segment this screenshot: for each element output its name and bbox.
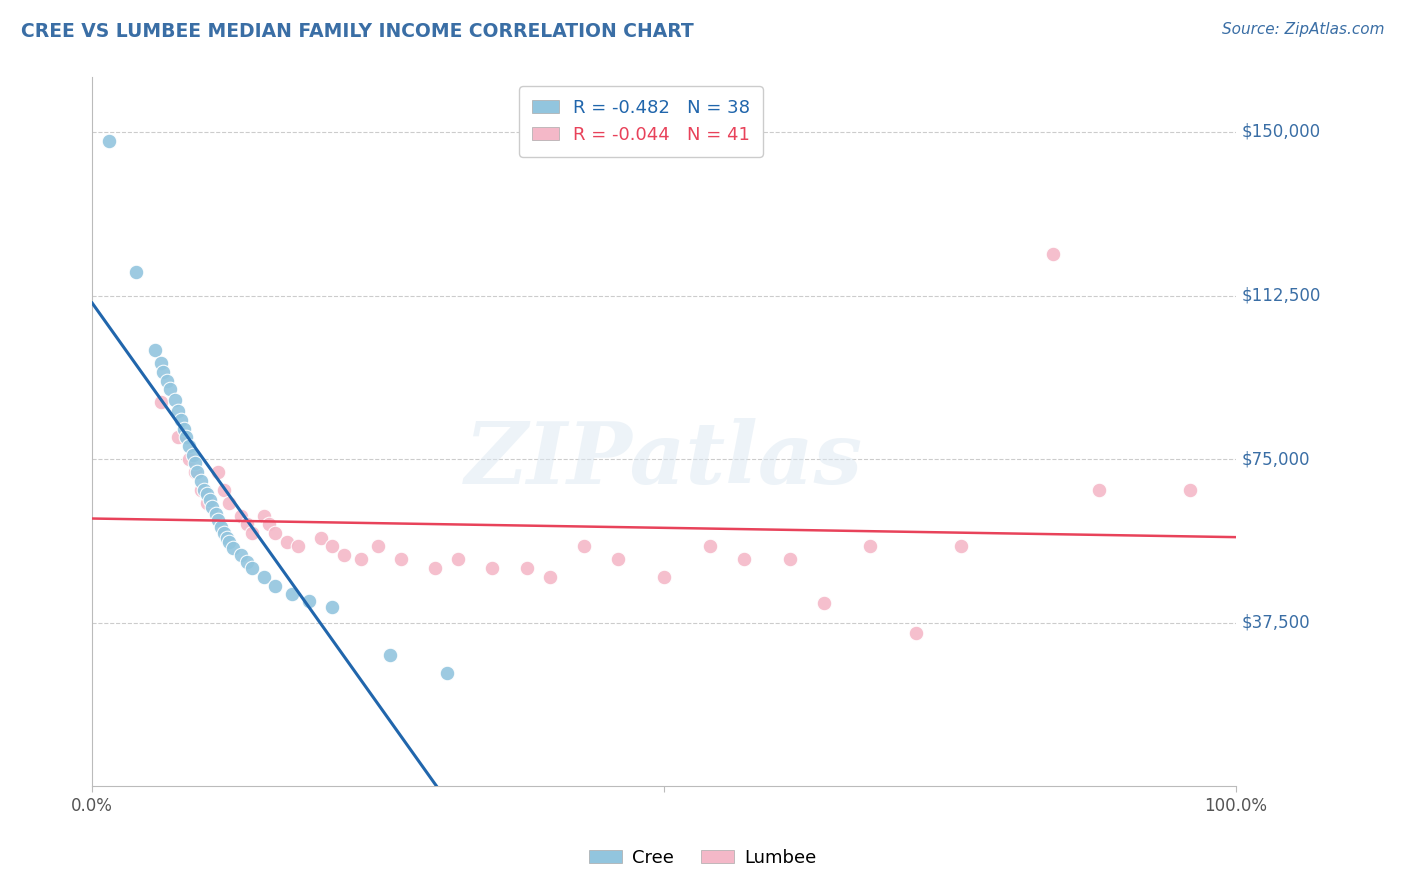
Point bbox=[950, 539, 973, 553]
Text: $37,500: $37,500 bbox=[1241, 614, 1310, 632]
Point bbox=[516, 561, 538, 575]
Point bbox=[181, 448, 204, 462]
Point bbox=[149, 395, 172, 409]
Point bbox=[179, 439, 201, 453]
Point bbox=[813, 596, 835, 610]
Point bbox=[198, 493, 221, 508]
Point bbox=[253, 570, 276, 584]
Point bbox=[264, 526, 287, 541]
Legend: R = -0.482   N = 38, R = -0.044   N = 41: R = -0.482 N = 38, R = -0.044 N = 41 bbox=[519, 87, 763, 157]
Point bbox=[333, 548, 356, 562]
Point bbox=[1042, 247, 1064, 261]
Point bbox=[190, 474, 212, 488]
Point bbox=[264, 578, 287, 592]
Text: Source: ZipAtlas.com: Source: ZipAtlas.com bbox=[1222, 22, 1385, 37]
Point bbox=[212, 483, 235, 497]
Point bbox=[1087, 483, 1109, 497]
Point bbox=[481, 561, 503, 575]
Point bbox=[179, 452, 201, 467]
Point bbox=[259, 517, 281, 532]
Point bbox=[350, 552, 373, 566]
Text: ZIPatlas: ZIPatlas bbox=[465, 418, 863, 502]
Text: $150,000: $150,000 bbox=[1241, 123, 1320, 141]
Point bbox=[367, 539, 389, 553]
Point bbox=[229, 548, 252, 562]
Point bbox=[538, 570, 561, 584]
Point bbox=[733, 552, 755, 566]
Point bbox=[173, 421, 195, 435]
Point bbox=[779, 552, 801, 566]
Point bbox=[321, 539, 343, 553]
Point bbox=[378, 648, 401, 663]
Point bbox=[149, 356, 172, 370]
Point bbox=[287, 539, 309, 553]
Point bbox=[212, 526, 235, 541]
Point bbox=[425, 561, 447, 575]
Point bbox=[143, 343, 166, 357]
Point bbox=[281, 587, 304, 601]
Point bbox=[218, 535, 240, 549]
Point bbox=[235, 517, 257, 532]
Point bbox=[190, 483, 212, 497]
Point bbox=[124, 264, 146, 278]
Point bbox=[652, 570, 675, 584]
Point bbox=[155, 374, 177, 388]
Point bbox=[389, 552, 412, 566]
Point bbox=[193, 483, 215, 497]
Point bbox=[207, 465, 229, 479]
Point bbox=[436, 665, 458, 680]
Point bbox=[240, 526, 263, 541]
Point bbox=[240, 561, 263, 575]
Point bbox=[170, 413, 193, 427]
Point bbox=[98, 134, 121, 148]
Point bbox=[607, 552, 630, 566]
Point bbox=[159, 382, 181, 396]
Point bbox=[1178, 483, 1201, 497]
Point bbox=[572, 539, 595, 553]
Text: $112,500: $112,500 bbox=[1241, 286, 1322, 304]
Point bbox=[201, 500, 224, 514]
Point bbox=[229, 508, 252, 523]
Y-axis label: Median Family Income: Median Family Income bbox=[0, 339, 8, 524]
Point bbox=[309, 531, 332, 545]
Legend: Cree, Lumbee: Cree, Lumbee bbox=[582, 842, 824, 874]
Point bbox=[204, 507, 226, 521]
Point bbox=[699, 539, 721, 553]
Point bbox=[174, 430, 197, 444]
Point bbox=[167, 430, 190, 444]
Text: $75,000: $75,000 bbox=[1241, 450, 1310, 468]
Point bbox=[195, 496, 218, 510]
Point bbox=[186, 465, 208, 479]
Point bbox=[184, 465, 207, 479]
Point bbox=[321, 600, 343, 615]
Point bbox=[298, 594, 321, 608]
Point bbox=[217, 531, 239, 545]
Point bbox=[152, 365, 174, 379]
Point bbox=[218, 496, 240, 510]
Point bbox=[222, 541, 245, 556]
Point bbox=[209, 519, 232, 533]
Point bbox=[253, 508, 276, 523]
Point bbox=[184, 457, 207, 471]
Point bbox=[207, 513, 229, 527]
Point bbox=[163, 393, 186, 408]
Point bbox=[276, 535, 298, 549]
Point bbox=[447, 552, 470, 566]
Point bbox=[167, 404, 190, 418]
Text: CREE VS LUMBEE MEDIAN FAMILY INCOME CORRELATION CHART: CREE VS LUMBEE MEDIAN FAMILY INCOME CORR… bbox=[21, 22, 693, 41]
Point bbox=[235, 555, 257, 569]
Point bbox=[195, 487, 218, 501]
Point bbox=[904, 626, 927, 640]
Point bbox=[859, 539, 882, 553]
